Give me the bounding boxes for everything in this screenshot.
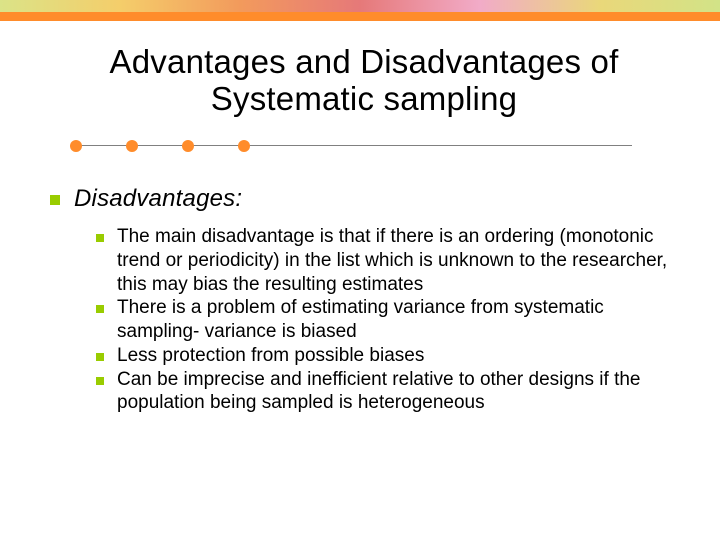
list-item: The main disadvantage is that if there i…	[96, 225, 670, 296]
divider-dot-icon	[238, 140, 250, 152]
divider-dot-icon	[182, 140, 194, 152]
list-item: Less protection from possible biases	[96, 344, 670, 368]
page-title: Advantages and Disadvantages of Systemat…	[74, 44, 654, 118]
list-item: There is a problem of estimating varianc…	[96, 296, 670, 344]
square-bullet-icon	[96, 353, 104, 361]
list-item-text: Can be imprecise and inefficient relativ…	[117, 368, 670, 416]
decorative-white-gap	[0, 21, 720, 26]
slide: Advantages and Disadvantages of Systemat…	[0, 0, 720, 540]
divider-dot-icon	[126, 140, 138, 152]
divider-dot-icon	[70, 140, 82, 152]
list-item: Can be imprecise and inefficient relativ…	[96, 368, 670, 416]
decorative-orange-band	[0, 12, 720, 21]
square-bullet-icon	[96, 305, 104, 313]
square-bullet-icon	[96, 377, 104, 385]
title-divider	[72, 145, 632, 146]
list-item-text: There is a problem of estimating varianc…	[117, 296, 670, 344]
divider-line	[72, 145, 632, 146]
list-item-text: Less protection from possible biases	[117, 344, 424, 368]
sub-list: The main disadvantage is that if there i…	[96, 225, 670, 415]
square-bullet-icon	[96, 234, 104, 242]
list-item: Disadvantages:	[50, 185, 670, 213]
decorative-top-bar	[0, 0, 720, 26]
square-bullet-icon	[50, 195, 60, 205]
content-area: Disadvantages: The main disadvantage is …	[50, 185, 670, 415]
section-heading: Disadvantages:	[74, 185, 242, 213]
list-item-text: The main disadvantage is that if there i…	[117, 225, 670, 296]
decorative-color-band	[0, 0, 720, 12]
